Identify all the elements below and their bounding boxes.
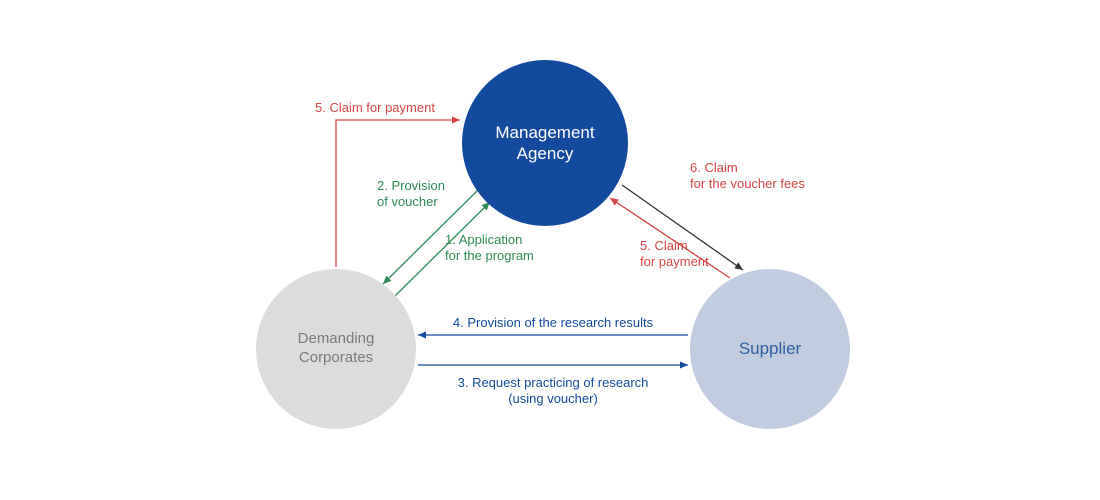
node-demanding: Demanding Corporates <box>256 269 416 429</box>
edge-label-e5b: 5. Claim for payment <box>640 238 709 271</box>
node-demanding-label: Demanding Corporates <box>298 330 375 368</box>
node-supplier-label: Supplier <box>739 338 801 359</box>
edge-label-e3: 3. Request practicing of research (using… <box>445 375 661 408</box>
edge-label-e6: 6. Claim for the voucher fees <box>690 160 805 193</box>
node-management: Management Agency <box>462 60 628 226</box>
diagram-canvas: Management Agency Demanding Corporates Sup… <box>0 0 1100 500</box>
edge-label-e4: 4. Provision of the research results <box>438 315 668 331</box>
edge-label-e2: 2. Provision of voucher <box>377 178 445 211</box>
edge-label-e1: 1. Application for the program <box>445 232 534 265</box>
node-management-label: Management Agency <box>495 122 594 165</box>
node-supplier: Supplier <box>690 269 850 429</box>
edge-label-e5a: 5. Claim for payment <box>315 100 435 116</box>
